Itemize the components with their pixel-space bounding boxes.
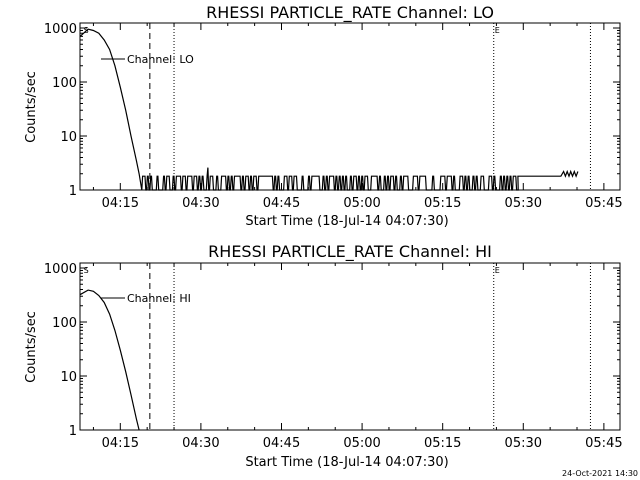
marker-label: S	[84, 266, 89, 275]
x-tick-label: 05:15	[424, 436, 461, 451]
panel-lo-frame	[79, 22, 621, 191]
y-tick-label: 1000	[44, 262, 77, 277]
y-tick-label: 100	[52, 76, 77, 91]
panel-lo-legend: Channel: LO	[101, 53, 194, 66]
panel-lo-ylabel: Counts/sec	[24, 71, 39, 143]
panel-hi-legend-label: Channel: HI	[127, 292, 191, 305]
panel-hi-title: RHESSI PARTICLE_RATE Channel: HI	[208, 242, 492, 262]
panel-lo-x-ticks: 04:15 04:30 04:45 05:00 05:15 05:30 05:45	[92, 23, 623, 211]
y-tick-label: 100	[52, 316, 77, 331]
x-tick-label: 05:30	[505, 196, 542, 211]
panel-lo-legend-label: Channel: LO	[127, 53, 194, 66]
x-tick-label: 05:45	[585, 196, 622, 211]
x-tick-label: 04:30	[182, 196, 219, 211]
series-line	[79, 28, 579, 191]
x-tick-label: 05:00	[343, 436, 380, 451]
x-tick-label: 05:15	[424, 196, 461, 211]
panel-lo-xlabel: Start Time (18-Jul-14 04:07:30)	[245, 214, 448, 229]
marker-label: E	[495, 26, 500, 35]
y-tick-label: 1	[69, 424, 77, 439]
marker-label: E	[495, 266, 500, 275]
x-tick-label: 04:45	[263, 196, 300, 211]
footer-timestamp: 24-Oct-2021 14:30	[562, 469, 638, 478]
y-tick-label: 1000	[44, 22, 77, 37]
panel-lo-series	[79, 28, 579, 191]
y-tick-label: 10	[60, 130, 77, 145]
panel-hi-ylabel: Counts/sec	[24, 311, 39, 383]
panel-hi-y-ticks: 1 10 100 1000	[44, 262, 620, 439]
panel-hi-series	[79, 289, 140, 431]
y-tick-label: 1	[69, 184, 77, 199]
panel-lo: RHESSI PARTICLE_RATE Channel: LO Counts/…	[24, 3, 623, 229]
panel-hi: RHESSI PARTICLE_RATE Channel: HI Counts/…	[24, 242, 623, 470]
panel-lo-title: RHESSI PARTICLE_RATE Channel: LO	[206, 3, 494, 23]
series-line	[79, 289, 140, 431]
panel-hi-xlabel: Start Time (18-Jul-14 04:07:30)	[245, 455, 448, 470]
x-tick-label: 04:45	[263, 436, 300, 451]
x-tick-label: 05:45	[585, 436, 622, 451]
x-tick-label: 05:30	[505, 436, 542, 451]
x-tick-label: 04:15	[102, 196, 139, 211]
panel-hi-frame	[79, 262, 621, 431]
x-tick-label: 04:30	[182, 436, 219, 451]
panel-hi-legend: Channel: HI	[101, 292, 191, 305]
x-tick-label: 05:00	[343, 196, 380, 211]
panel-hi-x-ticks: 04:15 04:30 04:45 05:00 05:15 05:30 05:45	[92, 263, 623, 451]
panel-lo-y-ticks: 1 10 100 1000	[44, 22, 620, 199]
x-tick-label: 04:15	[102, 436, 139, 451]
y-tick-label: 10	[60, 370, 77, 385]
